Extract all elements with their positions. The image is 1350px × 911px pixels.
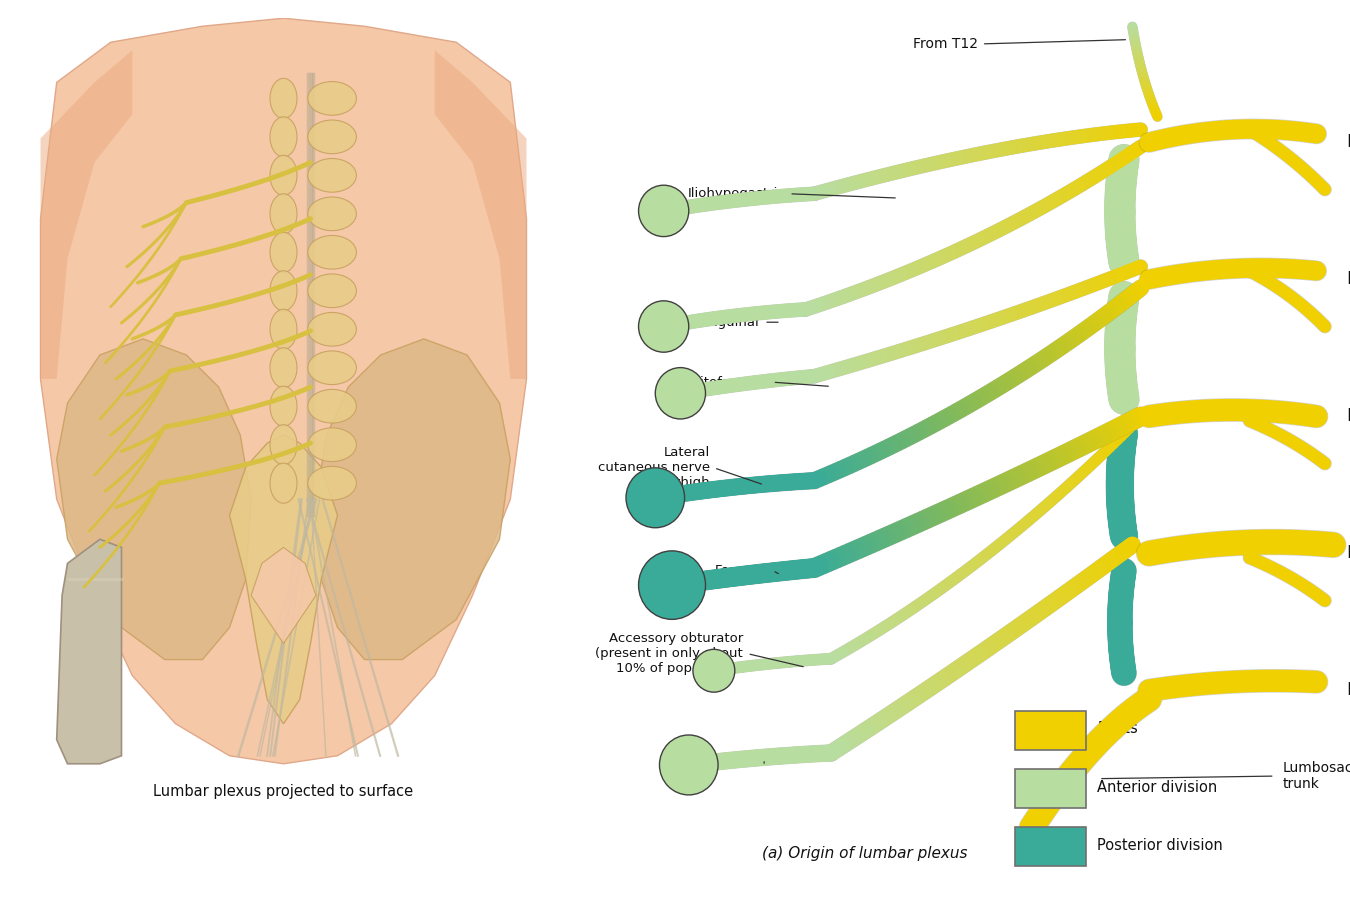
Circle shape — [270, 194, 297, 234]
Ellipse shape — [308, 235, 356, 269]
Text: Genitofemoral: Genitofemoral — [672, 375, 768, 389]
Circle shape — [270, 348, 297, 388]
Text: Lumbar plexus projected to surface: Lumbar plexus projected to surface — [154, 784, 413, 799]
Polygon shape — [251, 548, 316, 643]
Text: L1: L1 — [1346, 133, 1350, 151]
Ellipse shape — [308, 197, 356, 230]
Polygon shape — [40, 50, 132, 379]
Text: Roots: Roots — [1098, 722, 1138, 736]
Ellipse shape — [308, 389, 356, 423]
Text: Iliohypogastric: Iliohypogastric — [687, 188, 786, 200]
Circle shape — [270, 463, 297, 503]
Circle shape — [270, 386, 297, 426]
Ellipse shape — [308, 312, 356, 346]
Ellipse shape — [308, 82, 356, 115]
Polygon shape — [435, 50, 526, 379]
Circle shape — [639, 185, 688, 237]
Text: From T12: From T12 — [913, 37, 977, 51]
Polygon shape — [230, 435, 338, 723]
Circle shape — [659, 735, 718, 795]
Circle shape — [626, 468, 684, 527]
Text: L5: L5 — [1346, 681, 1350, 700]
Text: Posterior division: Posterior division — [1098, 838, 1223, 853]
Circle shape — [270, 117, 297, 157]
Text: Anterior division: Anterior division — [1098, 780, 1218, 794]
Ellipse shape — [308, 466, 356, 500]
Polygon shape — [57, 339, 251, 660]
FancyBboxPatch shape — [1015, 769, 1087, 808]
Text: (a) Origin of lumbar plexus: (a) Origin of lumbar plexus — [761, 845, 968, 861]
Text: L4: L4 — [1346, 545, 1350, 562]
Text: Ilioinguinal: Ilioinguinal — [687, 316, 760, 329]
Ellipse shape — [308, 351, 356, 384]
Text: Lateral
cutaneous nerve
of thigh: Lateral cutaneous nerve of thigh — [598, 446, 710, 489]
Text: Femoral: Femoral — [716, 564, 768, 577]
Circle shape — [270, 425, 297, 465]
Ellipse shape — [308, 428, 356, 462]
Circle shape — [655, 368, 706, 419]
Polygon shape — [57, 539, 122, 763]
Ellipse shape — [308, 120, 356, 154]
Circle shape — [270, 155, 297, 195]
Circle shape — [639, 301, 688, 353]
Circle shape — [270, 271, 297, 311]
Circle shape — [693, 650, 734, 692]
FancyBboxPatch shape — [1015, 827, 1087, 866]
Ellipse shape — [308, 274, 356, 308]
Text: L3: L3 — [1346, 407, 1350, 425]
Text: Lumbosacral
trunk: Lumbosacral trunk — [1282, 761, 1350, 791]
Text: Obturator: Obturator — [695, 752, 760, 765]
Polygon shape — [40, 18, 526, 763]
Circle shape — [270, 78, 297, 118]
Circle shape — [639, 551, 706, 619]
Text: L2: L2 — [1346, 271, 1350, 289]
Ellipse shape — [308, 159, 356, 192]
Circle shape — [270, 309, 297, 349]
Polygon shape — [316, 339, 510, 660]
Circle shape — [270, 232, 297, 272]
FancyBboxPatch shape — [1015, 711, 1087, 750]
Text: Accessory obturator
(present in only about
10% of population): Accessory obturator (present in only abo… — [595, 632, 743, 675]
